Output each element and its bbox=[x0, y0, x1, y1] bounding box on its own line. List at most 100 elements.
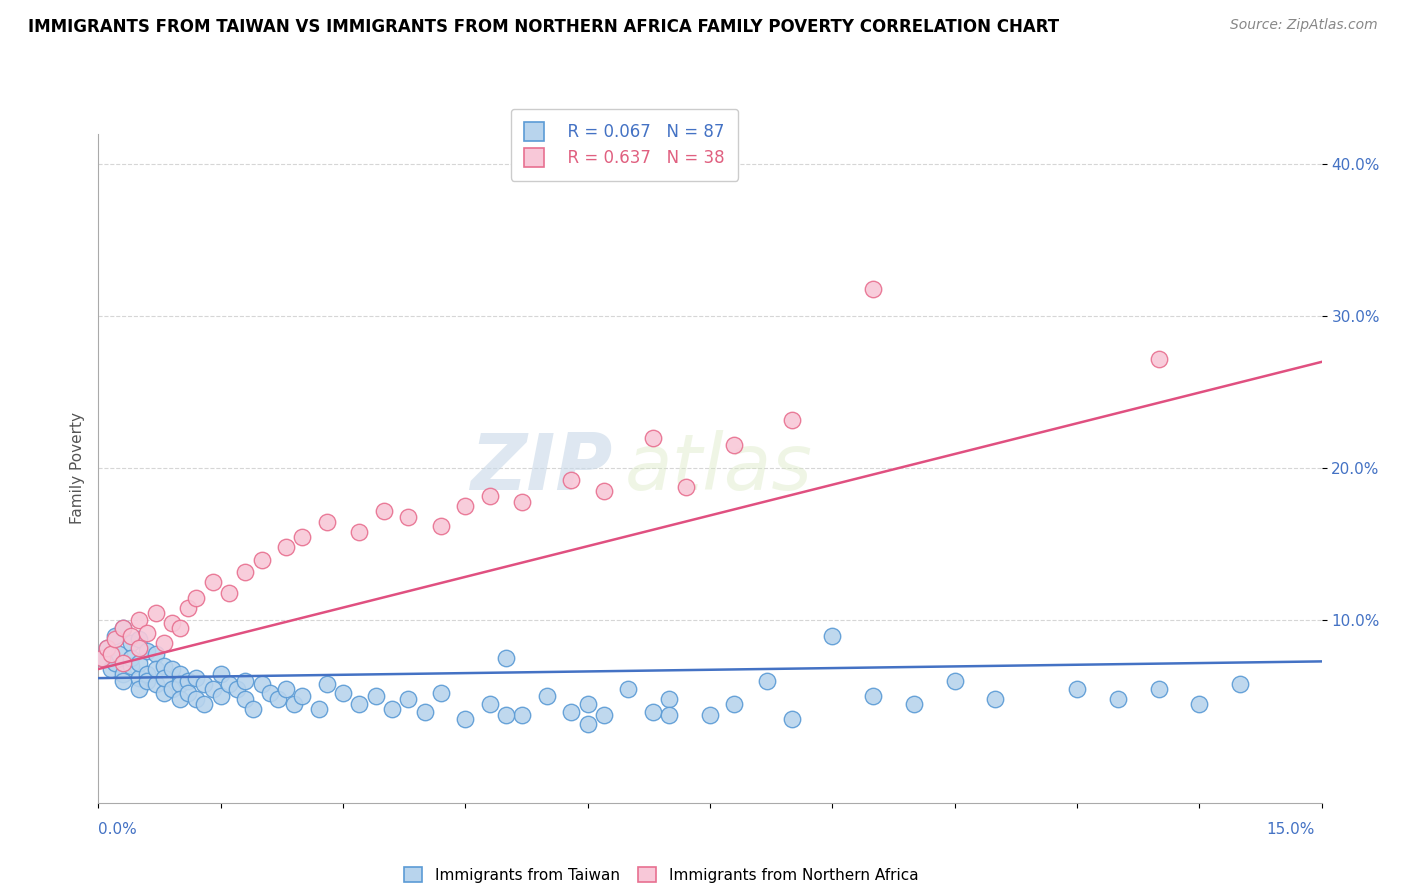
Point bbox=[250, 552, 273, 566]
Point bbox=[903, 697, 925, 711]
Point bbox=[821, 628, 844, 642]
Point bbox=[291, 690, 314, 704]
Point bbox=[780, 712, 803, 726]
Point bbox=[160, 681, 183, 696]
Point bbox=[120, 659, 142, 673]
Point bbox=[111, 621, 134, 635]
Point bbox=[111, 656, 134, 670]
Point bbox=[308, 701, 330, 715]
Point bbox=[128, 656, 150, 670]
Point bbox=[193, 677, 215, 691]
Point bbox=[201, 681, 224, 696]
Point bbox=[267, 692, 290, 706]
Point bbox=[177, 674, 200, 689]
Point bbox=[145, 606, 167, 620]
Point bbox=[250, 677, 273, 691]
Point bbox=[226, 681, 249, 696]
Point bbox=[111, 674, 134, 689]
Point bbox=[862, 282, 884, 296]
Point bbox=[108, 647, 131, 661]
Point bbox=[242, 701, 264, 715]
Point bbox=[136, 625, 159, 640]
Point bbox=[169, 677, 191, 691]
Point bbox=[177, 686, 200, 700]
Point bbox=[1066, 681, 1088, 696]
Point bbox=[186, 671, 208, 685]
Point bbox=[100, 662, 122, 676]
Point bbox=[396, 692, 419, 706]
Point bbox=[675, 479, 697, 493]
Point bbox=[209, 666, 232, 681]
Point bbox=[560, 474, 582, 488]
Y-axis label: Family Poverty: Family Poverty bbox=[69, 412, 84, 524]
Point bbox=[315, 677, 337, 691]
Point bbox=[169, 621, 191, 635]
Point bbox=[315, 515, 337, 529]
Point bbox=[111, 666, 134, 681]
Point bbox=[104, 632, 127, 646]
Text: 0.0%: 0.0% bbox=[98, 822, 138, 837]
Point bbox=[641, 431, 664, 445]
Point bbox=[512, 494, 534, 508]
Point bbox=[593, 707, 616, 722]
Point bbox=[512, 707, 534, 722]
Point bbox=[120, 651, 142, 665]
Point bbox=[209, 690, 232, 704]
Point bbox=[201, 575, 224, 590]
Point bbox=[128, 681, 150, 696]
Point bbox=[96, 640, 118, 655]
Point bbox=[128, 613, 150, 627]
Point bbox=[186, 591, 208, 605]
Point bbox=[1229, 677, 1251, 691]
Point bbox=[943, 674, 966, 689]
Point bbox=[274, 541, 297, 555]
Point bbox=[454, 500, 477, 514]
Point bbox=[1147, 351, 1170, 366]
Point bbox=[169, 692, 191, 706]
Point bbox=[291, 530, 314, 544]
Point bbox=[364, 690, 387, 704]
Text: 15.0%: 15.0% bbox=[1267, 822, 1315, 837]
Point bbox=[152, 636, 174, 650]
Point bbox=[120, 628, 142, 642]
Point bbox=[723, 438, 745, 452]
Point bbox=[1147, 681, 1170, 696]
Point bbox=[349, 525, 371, 540]
Point bbox=[495, 707, 517, 722]
Point bbox=[536, 690, 558, 704]
Point bbox=[233, 674, 256, 689]
Point bbox=[560, 705, 582, 719]
Point bbox=[478, 489, 501, 503]
Point bbox=[593, 484, 616, 499]
Point bbox=[152, 659, 174, 673]
Point bbox=[169, 666, 191, 681]
Point bbox=[1107, 692, 1129, 706]
Point bbox=[177, 601, 200, 615]
Point bbox=[349, 697, 371, 711]
Point bbox=[145, 647, 167, 661]
Text: atlas: atlas bbox=[624, 430, 813, 507]
Point bbox=[91, 651, 114, 665]
Point bbox=[233, 692, 256, 706]
Point bbox=[1188, 697, 1211, 711]
Point bbox=[128, 640, 150, 655]
Point bbox=[381, 701, 404, 715]
Point bbox=[104, 628, 127, 642]
Point bbox=[430, 519, 453, 533]
Point bbox=[128, 632, 150, 646]
Point bbox=[984, 692, 1007, 706]
Point bbox=[413, 705, 436, 719]
Point bbox=[152, 671, 174, 685]
Point bbox=[160, 662, 183, 676]
Point bbox=[332, 686, 354, 700]
Point bbox=[658, 707, 681, 722]
Text: IMMIGRANTS FROM TAIWAN VS IMMIGRANTS FROM NORTHERN AFRICA FAMILY POVERTY CORRELA: IMMIGRANTS FROM TAIWAN VS IMMIGRANTS FRO… bbox=[28, 18, 1059, 36]
Point bbox=[104, 656, 127, 670]
Point bbox=[478, 697, 501, 711]
Point bbox=[96, 640, 118, 655]
Point bbox=[756, 674, 779, 689]
Point bbox=[259, 686, 281, 700]
Point bbox=[152, 686, 174, 700]
Text: ZIP: ZIP bbox=[470, 430, 612, 507]
Legend: Immigrants from Taiwan, Immigrants from Northern Africa: Immigrants from Taiwan, Immigrants from … bbox=[398, 861, 924, 888]
